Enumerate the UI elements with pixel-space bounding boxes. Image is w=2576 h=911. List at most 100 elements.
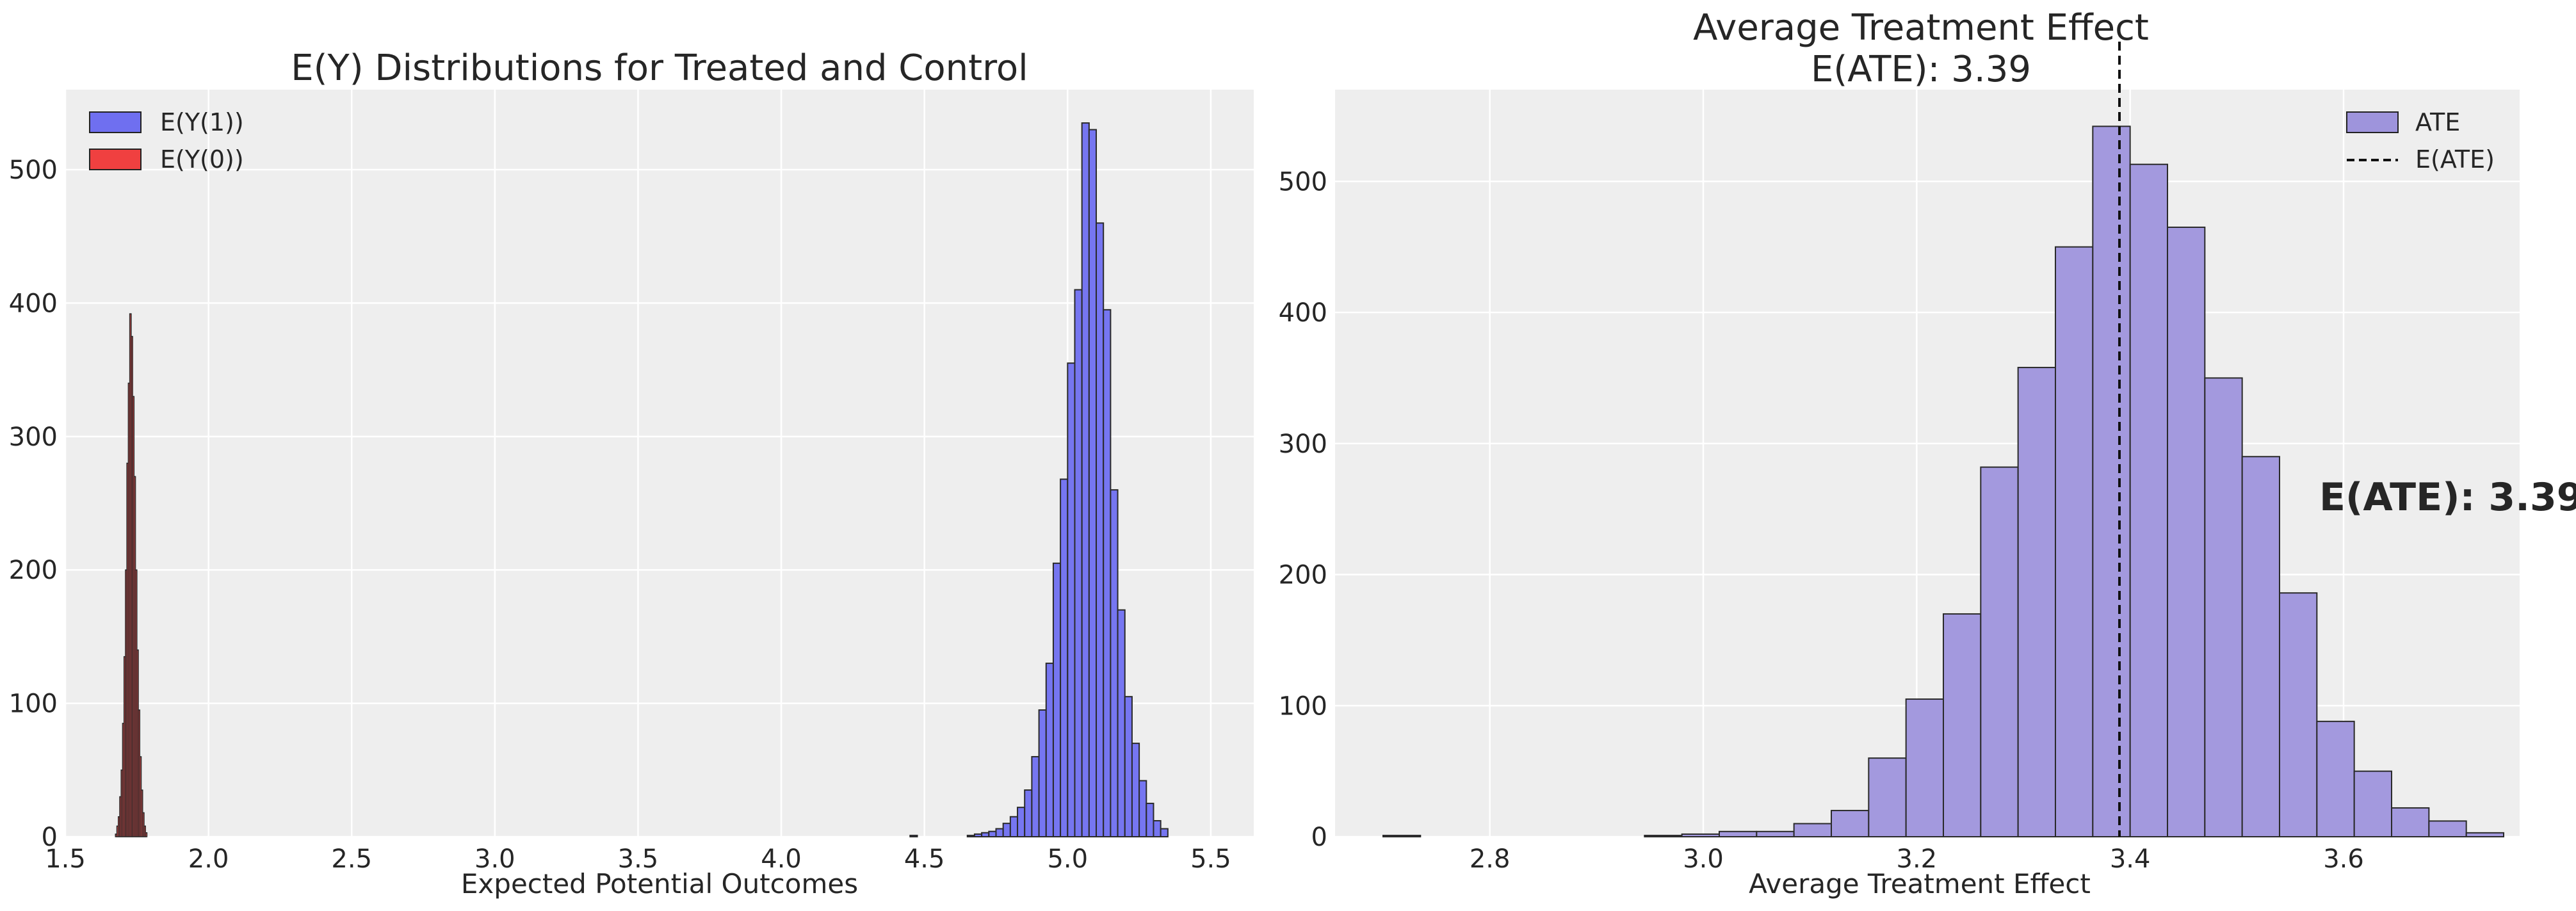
left-bar-s1: [1074, 289, 1083, 837]
legend-label-eyy1: E(Y(1)): [160, 108, 244, 136]
legend-swatch-eyy1: [89, 111, 142, 133]
left-bar-s1: [1088, 129, 1098, 838]
left-bar-s1: [1110, 489, 1119, 837]
left-x-tick-label: 5.5: [1190, 844, 1231, 874]
left-bar-s1: [1017, 807, 1026, 837]
right-x-tick-label: 2.8: [1470, 844, 1511, 874]
left-bar-s1: [1081, 122, 1090, 837]
right-chart: Average Treatment Effect E(ATE): 3.39 2.…: [1279, 7, 2576, 899]
legend-label-ate: ATE: [2415, 108, 2460, 136]
left-bar-s1: [1060, 478, 1069, 837]
legend-swatch-eyy0: [89, 149, 142, 170]
left-bar-s1: [1002, 823, 1011, 838]
right-x-tick-label: 3.4: [2110, 844, 2151, 874]
left-bar-s1: [995, 828, 1004, 838]
right-y-tick-label: 500: [1279, 167, 1327, 197]
right-bar-s1: [1831, 810, 1870, 837]
legend-label-eate: E(ATE): [2415, 145, 2495, 173]
right-bar-s1: [2092, 125, 2131, 838]
right-x-tick-label: 3.6: [2323, 844, 2364, 874]
right-chart-legend: ATE E(ATE): [2346, 108, 2495, 173]
right-chart-xlabel: Average Treatment Effect: [1749, 868, 2091, 899]
right-y-tick-label: 400: [1279, 298, 1327, 328]
right-bar-s1: [1980, 466, 2019, 837]
left-bar-s2: [145, 832, 148, 837]
right-y-tick-label: 100: [1279, 691, 1327, 721]
right-bar-s1: [1793, 823, 1833, 838]
left-x-tick-label: 2.5: [331, 844, 372, 874]
left-bar-s1: [1038, 709, 1047, 837]
left-chart-xlabel: Expected Potential Outcomes: [461, 868, 858, 899]
right-bar-s1: [2129, 163, 2169, 838]
right-bar-s1: [2465, 832, 2505, 838]
left-bar-s1: [1117, 609, 1126, 837]
left-x-tick-label: 2.0: [188, 844, 229, 874]
left-y-tick-label: 200: [9, 556, 58, 585]
left-bar-s1: [1024, 789, 1033, 837]
left-bar-s1: [1067, 362, 1076, 837]
left-bar-s1: [988, 830, 997, 838]
right-bar-s1: [1719, 830, 1758, 838]
left-bar-s1: [1153, 819, 1162, 837]
right-chart-subtitle: E(ATE): 3.39: [1811, 49, 2031, 90]
right-chart-title: Average Treatment Effect: [1693, 7, 2149, 49]
right-bar-s1: [1943, 613, 1982, 838]
left-bar-s1: [966, 834, 975, 837]
left-bar-s1: [909, 834, 918, 837]
left-bar-s1: [981, 832, 990, 837]
right-bar-s1: [1905, 698, 1945, 838]
right-bar-s1: [2391, 807, 2430, 837]
left-chart-title: E(Y) Distributions for Treated and Contr…: [291, 47, 1028, 89]
left-bar-s1: [1096, 222, 1105, 837]
left-bar-s1: [1146, 802, 1154, 837]
legend-swatch-ate: [2346, 111, 2399, 133]
left-x-tick-label: 1.5: [45, 844, 86, 874]
legend-label-eyy0: E(Y(0)): [160, 145, 244, 173]
right-y-tick-label: 0: [1311, 823, 1327, 852]
left-x-tick-label: 4.5: [904, 844, 945, 874]
left-bar-s1: [1124, 696, 1133, 837]
right-bar-s1: [2279, 592, 2318, 837]
left-y-tick-label: 100: [9, 689, 58, 719]
left-bar-s1: [1103, 309, 1112, 837]
right-bar-s1: [1644, 834, 1683, 838]
left-x-tick-label: 3.5: [618, 844, 659, 874]
right-bar-s1: [2017, 367, 2057, 837]
right-y-tick-label: 200: [1279, 561, 1327, 590]
left-bar-s1: [1138, 780, 1147, 837]
right-bar-s1: [2055, 246, 2094, 837]
left-bar-s1: [1009, 816, 1019, 838]
left-bar-s1: [1031, 755, 1040, 837]
left-y-tick-label: 0: [42, 823, 58, 852]
left-y-tick-label: 300: [9, 423, 58, 452]
left-x-tick-label: 4.0: [761, 844, 802, 874]
right-bar-s1: [1382, 834, 1422, 838]
left-bar-s1: [1160, 828, 1169, 838]
right-bar-s1: [2204, 377, 2243, 837]
right-bar-s1: [1681, 833, 1721, 838]
left-x-tick-label: 3.0: [474, 844, 515, 874]
right-bar-s1: [2428, 820, 2467, 837]
left-chart-legend: E(Y(1)) E(Y(0)): [89, 108, 244, 173]
right-bar-s1: [2241, 456, 2281, 837]
left-bar-s2: [143, 825, 146, 837]
left-chart: E(Y) Distributions for Treated and Contr…: [9, 47, 1254, 899]
right-bar-s1: [2353, 770, 2393, 838]
right-bar-s1: [2316, 720, 2355, 837]
left-bar-s1: [1045, 663, 1054, 837]
right-y-tick-label: 300: [1279, 430, 1327, 459]
left-bar-s2: [142, 812, 145, 837]
left-y-tick-label: 500: [9, 156, 58, 185]
right-bar-s1: [1756, 830, 1795, 838]
left-bar-s1: [1052, 562, 1062, 837]
left-bar-s1: [1131, 743, 1140, 837]
left-x-tick-label: 5.0: [1047, 844, 1088, 874]
ate-annotation: E(ATE): 3.39: [2319, 475, 2576, 520]
right-x-tick-label: 3.0: [1683, 844, 1724, 874]
right-x-tick-label: 3.2: [1897, 844, 1938, 874]
right-bar-s1: [2167, 226, 2206, 837]
right-bar-s1: [1868, 757, 1907, 837]
left-bar-s1: [973, 833, 983, 838]
left-y-tick-label: 400: [9, 289, 58, 318]
